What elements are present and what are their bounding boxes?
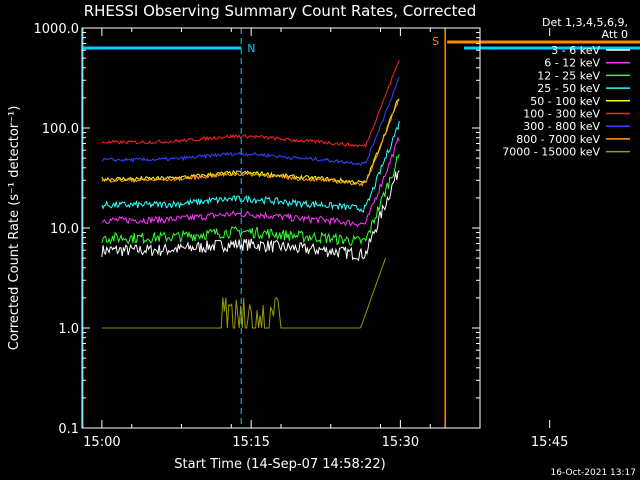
chart-title: RHESSI Observing Summary Count Rates, Co… (84, 2, 477, 20)
y-tick-label: 10.0 (50, 222, 79, 237)
x-axis-label: Start Time (14-Sep-07 14:58:22) (174, 457, 385, 472)
series-line (101, 76, 400, 166)
legend-entry: 100 - 300 keV (523, 108, 600, 121)
series-100-300kev (101, 60, 400, 148)
night-label: N (247, 42, 255, 55)
y-axis: 0.1 1.0 10.0 100.0 1000.0 (34, 22, 480, 437)
series-3-6kev (101, 170, 400, 262)
series-12-25kev (101, 154, 400, 246)
legend-entry: 3 - 6 keV (551, 44, 600, 57)
series-25-50kev (101, 120, 400, 213)
y-tick-label: 0.1 (58, 422, 79, 437)
legend-entry: 6 - 12 keV (544, 57, 600, 70)
series-800-7000kev (101, 99, 400, 187)
series-300-800kev (101, 76, 400, 166)
legend-entry: 50 - 100 keV (530, 95, 600, 108)
y-tick-label: 100.0 (42, 122, 79, 137)
series-line (101, 98, 400, 185)
series-line (101, 154, 400, 246)
x-tick-label: 15:15 (232, 435, 269, 450)
legend-entry: 25 - 50 keV (537, 82, 600, 95)
series-7000-15000kev (101, 257, 386, 329)
series-line (101, 170, 400, 262)
series-line (101, 257, 386, 329)
saa-label: S (432, 35, 439, 48)
legend-entry: 12 - 25 keV (537, 69, 600, 82)
x-tick-label: 15:30 (382, 435, 419, 450)
legend-entry: 7000 - 15000 keV (502, 146, 600, 159)
legend-entry: 300 - 800 keV (523, 120, 600, 133)
series-line (101, 60, 400, 148)
y-tick-label: 1000.0 (34, 22, 80, 37)
series-line (101, 136, 400, 228)
legend-entry: 800 - 7000 keV (516, 133, 600, 146)
x-tick-label: 15:00 (83, 435, 120, 450)
data-layer (101, 60, 400, 329)
x-tick-label: 15:45 (531, 435, 568, 450)
y-tick-label: 1.0 (58, 322, 79, 337)
series-line (101, 120, 400, 213)
legend-header: Att 0 (602, 28, 628, 41)
legend-header: Det 1,3,4,5,6,9, (542, 16, 628, 29)
plot-frame (81, 27, 481, 429)
annotation-layer: NS (82, 28, 640, 428)
series-line (101, 99, 400, 187)
y-axis-label: Corrected Count Rate (s⁻¹ detector⁻¹) (7, 106, 22, 351)
timestamp: 16-Oct-2021 13:17 (551, 468, 636, 478)
series-6-12kev (101, 136, 400, 228)
